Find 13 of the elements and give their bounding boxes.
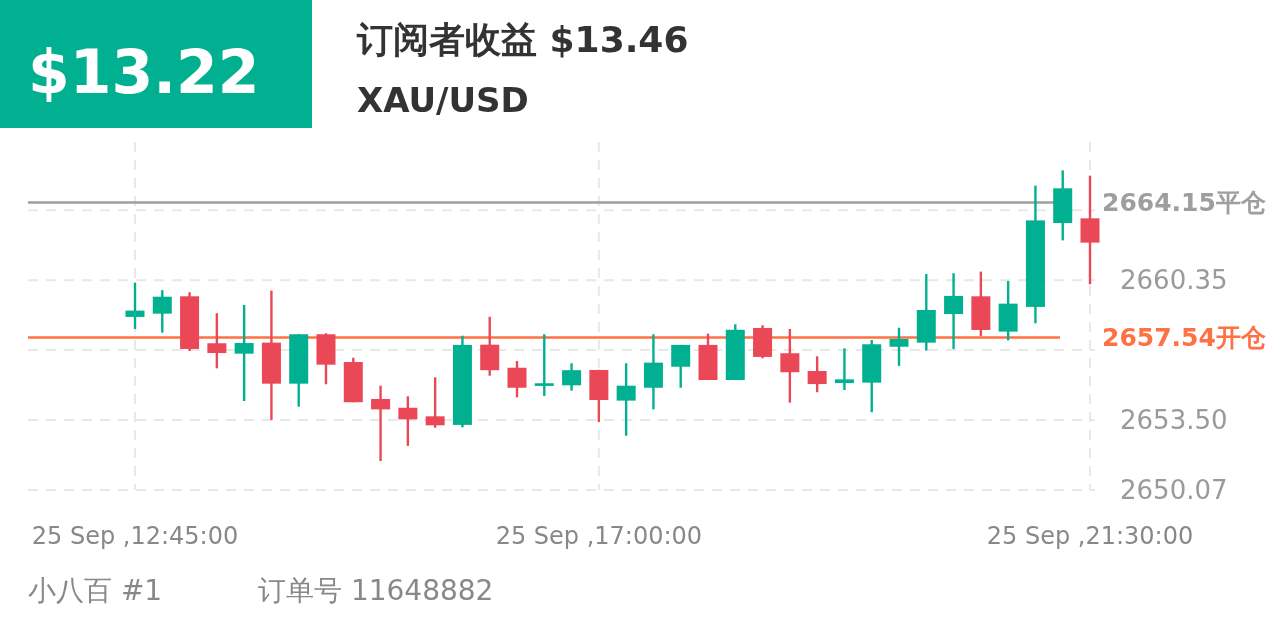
y-tick-label: 2660.35 xyxy=(1120,265,1228,296)
x-tick-label: 25 Sep ,12:45:00 xyxy=(31,522,239,550)
x-tick-label: 25 Sep ,21:30:00 xyxy=(986,522,1194,550)
y-tick-label: 2650.07 xyxy=(1120,475,1228,505)
text: 订单号 11648882 xyxy=(258,574,494,607)
chart-subtitle: XAU/USD xyxy=(357,80,529,120)
x-tick-label: 25 Sep ,17:00:00 xyxy=(495,522,703,550)
text: 小八百 #1 xyxy=(28,574,163,607)
chart-title: 订阅者收益 $13.46 xyxy=(356,19,689,60)
ref-line-label: 2664.15平仓 xyxy=(1102,188,1266,218)
ref-line-label: 2657.54开仓 xyxy=(1102,323,1266,353)
y-tick-label: 2653.50 xyxy=(1120,404,1228,435)
text: $13.22 xyxy=(28,37,260,107)
